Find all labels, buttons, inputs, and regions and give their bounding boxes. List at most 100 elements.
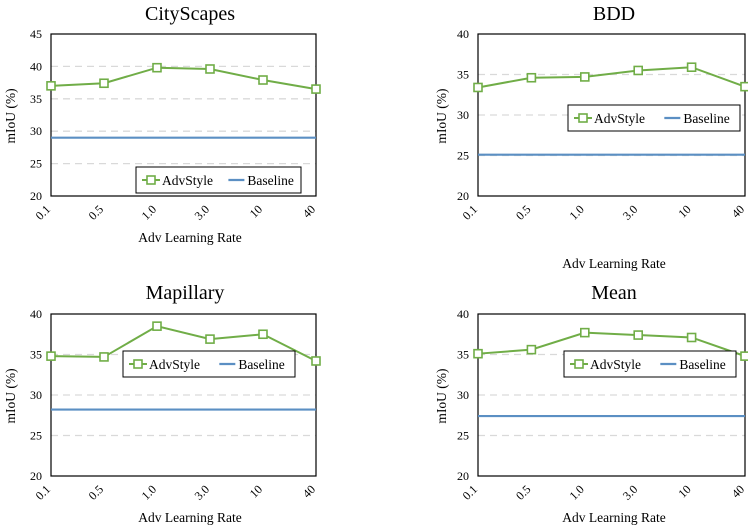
data-point — [473, 348, 483, 359]
y-tick-label: 40 — [457, 27, 469, 41]
y-tick-label: 30 — [30, 388, 42, 402]
legend-box — [122, 350, 296, 378]
data-point — [311, 356, 321, 366]
series-line-advstyle — [50, 325, 317, 362]
plot-frame — [477, 33, 746, 197]
legend-label-baseline: Baseline — [683, 111, 730, 126]
y-axis-title: mIoU (%) — [434, 88, 449, 143]
series-line-advstyle — [477, 66, 746, 89]
x-tick-label: 3.0 — [620, 482, 641, 503]
data-point — [526, 72, 537, 83]
data-point — [473, 82, 483, 93]
x-tick-label: 10 — [247, 202, 265, 220]
y-tick-label: 20 — [30, 469, 42, 483]
x-tick-label: 40 — [300, 202, 318, 220]
y-tick-label: 35 — [30, 92, 42, 106]
legend-label-advstyle: AdvStyle — [590, 357, 641, 372]
legend-label-baseline: Baseline — [679, 357, 726, 372]
legend-box — [135, 166, 302, 194]
chart-title: BDD — [593, 3, 635, 25]
legend-marker — [574, 359, 584, 369]
x-axis-title: Adv Learning Rate — [562, 256, 665, 271]
chart-panel-4: 20 25 30 35 40 0.1 0.5 1.0 3.0 10 40 AdvStyle Baseli… — [434, 282, 748, 525]
x-tick-label: 0.1 — [33, 482, 54, 503]
x-tick-label: 0.1 — [33, 202, 54, 223]
x-axis-title: Adv Learning Rate — [138, 230, 241, 245]
x-tick-label: 1.0 — [566, 482, 587, 503]
y-tick-label: 35 — [457, 68, 469, 82]
data-point — [205, 334, 215, 344]
data-point — [686, 62, 697, 73]
legend-box — [563, 350, 737, 378]
y-tick-label: 25 — [457, 429, 469, 443]
data-point — [740, 81, 748, 92]
y-tick-label: 45 — [30, 27, 42, 41]
x-tick-label: 10 — [247, 482, 265, 500]
chart-title: Mapillary — [146, 282, 225, 304]
x-tick-label: 0.5 — [86, 482, 107, 503]
chart-panel-2: 20 25 30 35 40 0.1 0.5 1.0 3.0 10 40 AdvStyle Baseli… — [434, 3, 748, 271]
x-tick-label: 0.1 — [460, 482, 481, 503]
legend-marker — [133, 359, 143, 369]
y-tick-label: 35 — [457, 348, 469, 362]
legend: AdvStyle Baseline — [122, 350, 296, 378]
chart-title: Mean — [591, 282, 637, 304]
data-point — [46, 351, 56, 361]
y-tick-label: 25 — [30, 429, 42, 443]
y-axis-title: mIoU (%) — [3, 368, 18, 423]
y-tick-label: 30 — [457, 108, 469, 122]
legend-label-advstyle: AdvStyle — [594, 111, 645, 126]
data-point — [526, 344, 537, 355]
y-tick-label: 40 — [30, 307, 42, 321]
y-tick-label: 20 — [30, 189, 42, 203]
x-tick-label: 40 — [300, 482, 318, 500]
x-tick-label: 0.5 — [513, 202, 534, 223]
series-line-advstyle — [477, 331, 746, 358]
chart-panel-1: 20 25 30 35 40 45 0.1 0.5 1.0 3.0 10 40 AdvStyle Base… — [3, 3, 321, 245]
legend-label-advstyle: AdvStyle — [149, 357, 200, 372]
y-axis-title: mIoU (%) — [3, 88, 18, 143]
y-tick-label: 25 — [30, 157, 42, 171]
legend-box — [567, 104, 741, 132]
x-tick-label: 0.5 — [513, 482, 534, 503]
legend-label-baseline: Baseline — [238, 357, 285, 372]
data-point — [579, 72, 590, 82]
y-tick-label: 40 — [457, 307, 469, 321]
data-point — [46, 81, 56, 91]
series-line-advstyle — [50, 66, 317, 91]
data-point — [633, 65, 644, 76]
legend-marker — [146, 175, 156, 185]
plot-frame — [477, 313, 746, 477]
y-tick-label: 20 — [457, 189, 469, 203]
x-tick-label: 1.0 — [566, 202, 587, 223]
data-point — [258, 329, 268, 340]
x-tick-label: 40 — [729, 482, 747, 500]
legend: AdvStyle Baseline — [135, 166, 302, 194]
data-point — [579, 327, 590, 338]
y-axis-title: mIoU (%) — [434, 368, 449, 423]
data-point — [152, 321, 162, 331]
y-tick-label: 40 — [30, 59, 42, 73]
x-tick-label: 0.1 — [460, 202, 481, 223]
data-point — [633, 330, 644, 340]
x-tick-label: 10 — [675, 482, 693, 500]
x-axis-title: Adv Learning Rate — [138, 510, 241, 525]
legend-label-advstyle: AdvStyle — [162, 173, 213, 188]
plot-frame — [50, 33, 317, 197]
y-tick-label: 25 — [457, 149, 469, 163]
data-point — [99, 78, 109, 89]
legend-marker — [578, 113, 588, 123]
x-tick-label: 3.0 — [192, 482, 213, 503]
plot-frame — [50, 313, 317, 477]
data-point — [686, 332, 697, 343]
chart-panel-3: 20 25 30 35 40 0.1 0.5 1.0 3.0 10 40 AdvStyle Baseli… — [3, 282, 321, 525]
x-tick-label: 0.5 — [86, 202, 107, 223]
x-tick-label: 3.0 — [192, 202, 213, 223]
data-point — [258, 75, 268, 85]
x-tick-label: 3.0 — [620, 202, 641, 223]
data-point — [152, 62, 162, 73]
x-tick-label: 10 — [675, 202, 693, 220]
y-tick-label: 30 — [30, 124, 42, 138]
x-tick-label: 40 — [729, 202, 747, 220]
